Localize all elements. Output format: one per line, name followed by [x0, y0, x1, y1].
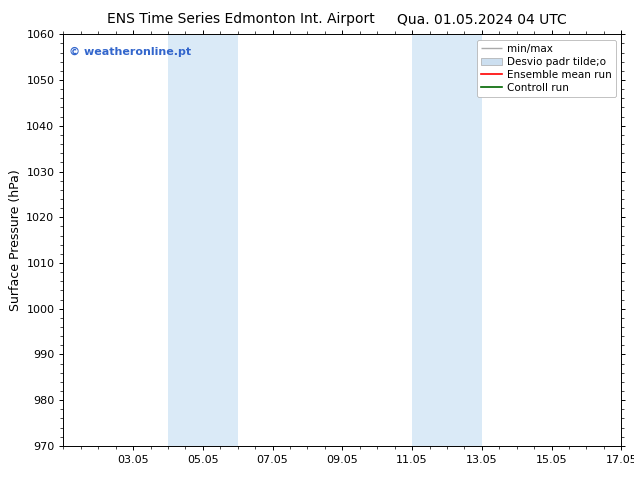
Bar	[412, 34, 482, 446]
Bar	[168, 34, 238, 446]
Text: ENS Time Series Edmonton Int. Airport: ENS Time Series Edmonton Int. Airport	[107, 12, 375, 26]
Text: © weatheronline.pt: © weatheronline.pt	[69, 47, 191, 57]
Y-axis label: Surface Pressure (hPa): Surface Pressure (hPa)	[9, 169, 22, 311]
Text: Qua. 01.05.2024 04 UTC: Qua. 01.05.2024 04 UTC	[397, 12, 567, 26]
Legend: min/max, Desvio padr tilde;o, Ensemble mean run, Controll run: min/max, Desvio padr tilde;o, Ensemble m…	[477, 40, 616, 97]
